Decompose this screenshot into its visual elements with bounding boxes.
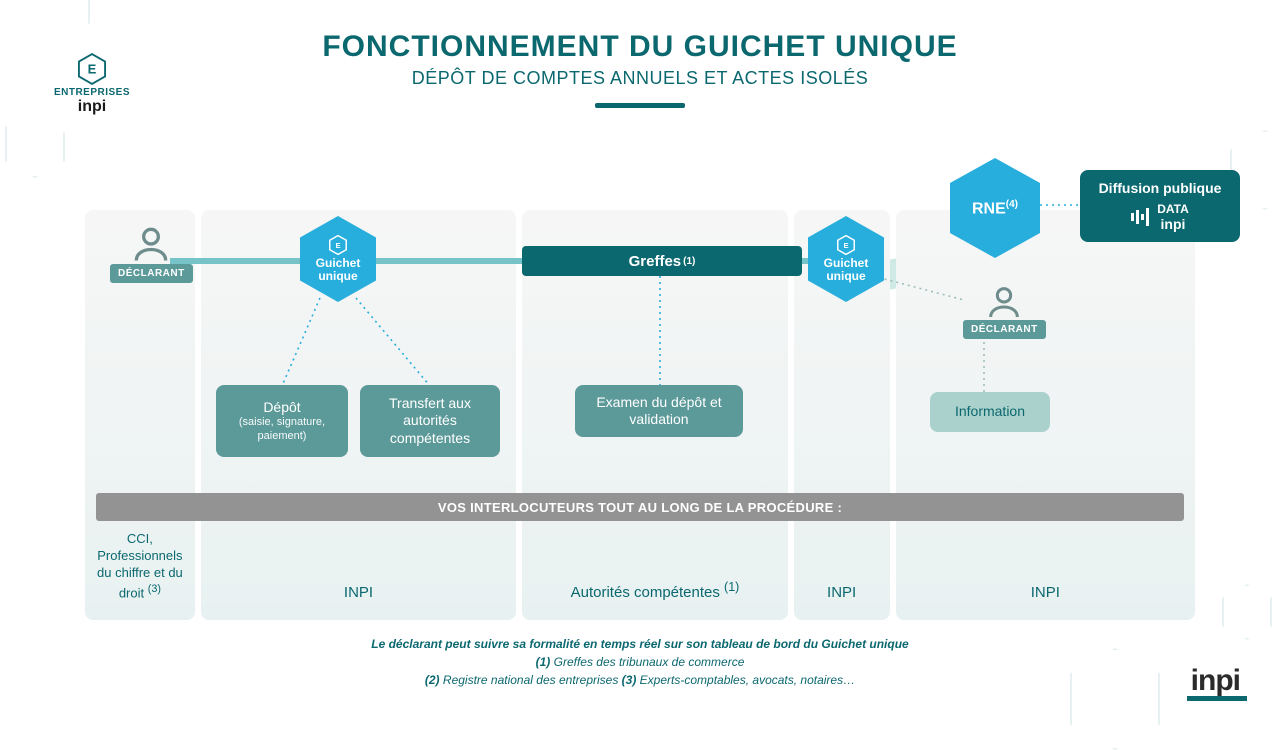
hex-guichet-2-label: Guichet unique: [808, 257, 884, 283]
declarant-2-tag: DÉCLARANT: [963, 320, 1046, 339]
person-icon: [984, 282, 1024, 322]
inpi-footer-logo: inpi: [1187, 664, 1240, 698]
col-5-footer: INPI: [1025, 583, 1066, 603]
page-subtitle: DÉPÔT DE COMPTES ANNUELS ET ACTES ISOLÉS: [0, 68, 1280, 89]
svg-text:E: E: [88, 62, 97, 77]
declarant-1: DÉCLARANT: [110, 222, 193, 283]
col-4-footer: INPI: [821, 583, 862, 603]
page-title-block: FONCTIONNEMENT DU GUICHET UNIQUE DÉPÔT D…: [0, 0, 1280, 108]
diffusion-title: Diffusion publique: [1090, 180, 1230, 196]
box-information: Information: [930, 392, 1050, 432]
svg-text:E: E: [843, 241, 848, 250]
interlocuteurs-band: VOS INTERLOCUTEURS TOUT AU LONG DE LA PR…: [96, 493, 1184, 521]
hex-guichet-1-label: Guichet unique: [300, 257, 376, 283]
greffes-bar: Greffes(1): [522, 246, 802, 276]
box-transfert: Transfert aux autorités compétentes: [360, 385, 500, 457]
declarant-2: DÉCLARANT: [963, 282, 1046, 339]
footnotes: Le déclarant peut suivre sa formalité en…: [0, 635, 1280, 689]
col-2-footer: INPI: [338, 583, 379, 603]
col-3-footer: Autorités compétentes: [571, 584, 724, 601]
hex-e-icon: E: [329, 235, 347, 255]
logo-line1: ENTREPRISES: [54, 87, 130, 98]
box-examen: Examen du dépôt et validation: [575, 385, 743, 437]
person-icon: [129, 222, 173, 266]
page-title: FONCTIONNEMENT DU GUICHET UNIQUE: [0, 30, 1280, 64]
diffusion-box: Diffusion publique DATAinpi: [1080, 170, 1240, 242]
hex-e-icon: E: [78, 53, 106, 85]
col-1-footer: CCI, Professionnels du chiffre et du dro…: [97, 531, 183, 600]
svg-text:E: E: [335, 241, 340, 250]
title-rule: [595, 103, 685, 108]
logo-line2: inpi: [78, 98, 106, 116]
data-inpi-logo: DATAinpi: [1090, 202, 1230, 232]
declarant-1-tag: DÉCLARANT: [110, 264, 193, 283]
hex-e-icon: E: [837, 235, 855, 255]
bars-icon: [1131, 208, 1153, 226]
box-depot: Dépôt (saisie, signature, paiement): [216, 385, 348, 457]
